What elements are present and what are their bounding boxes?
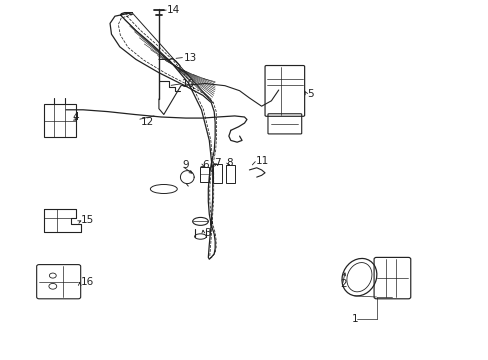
- Bar: [212, 164, 222, 183]
- Text: 12: 12: [141, 117, 154, 127]
- Text: 13: 13: [183, 53, 196, 63]
- Text: 11: 11: [256, 156, 269, 166]
- Text: 2: 2: [339, 279, 346, 289]
- Text: 15: 15: [81, 215, 94, 225]
- Text: 6: 6: [202, 159, 208, 170]
- Text: 14: 14: [167, 5, 180, 15]
- Text: 5: 5: [306, 89, 313, 99]
- Text: 3: 3: [203, 228, 210, 238]
- Text: 16: 16: [81, 277, 94, 287]
- Text: 1: 1: [351, 314, 358, 324]
- Bar: [44, 104, 76, 137]
- Text: 9: 9: [182, 159, 188, 170]
- Text: 10: 10: [182, 79, 195, 89]
- Bar: [225, 165, 234, 183]
- Bar: [200, 167, 209, 182]
- Text: 4: 4: [72, 112, 79, 122]
- Text: 7: 7: [213, 158, 220, 168]
- Text: 8: 8: [226, 158, 233, 168]
